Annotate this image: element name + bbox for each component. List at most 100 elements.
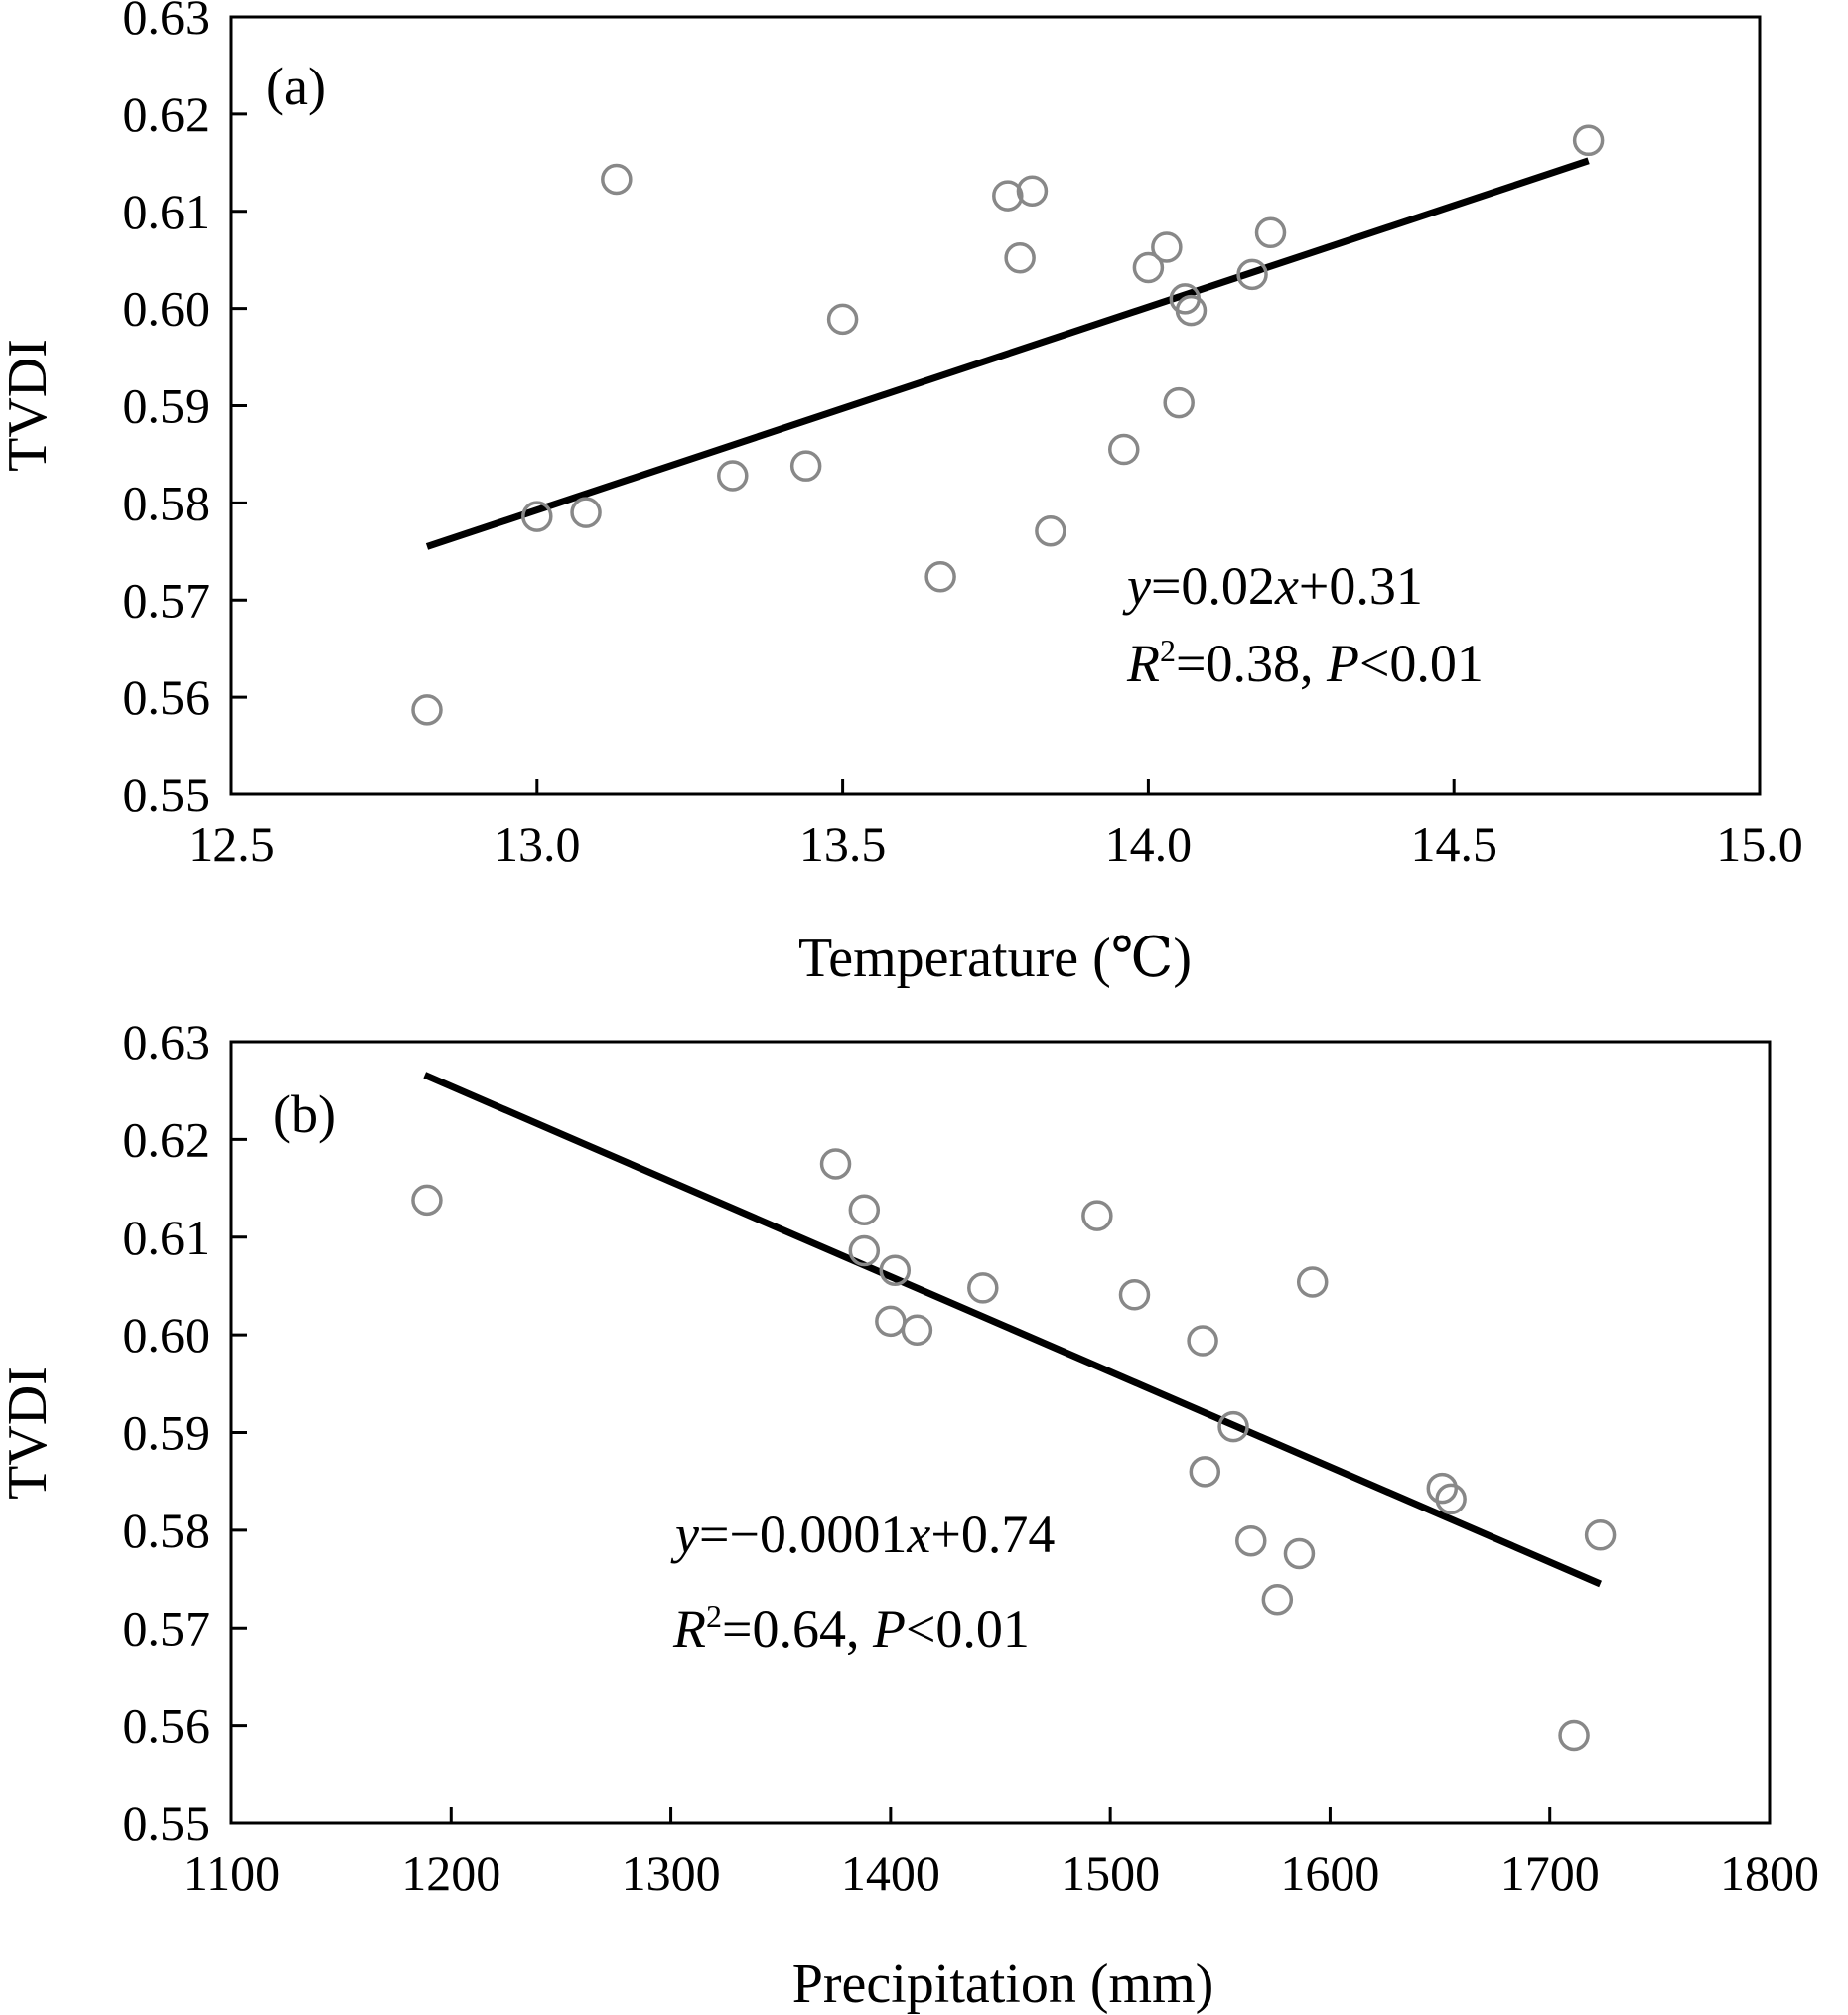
stat-r-eq: =0.64, [722, 1599, 873, 1658]
y-tick-label-b: 0.59 [123, 1405, 211, 1461]
data-point-b [1296, 1266, 1329, 1298]
y-tick-label-b: 0.58 [123, 1503, 211, 1558]
data-point-a [570, 497, 602, 528]
y-tick-label-b: 0.60 [123, 1307, 211, 1363]
y-tick-label-a: 0.58 [123, 475, 211, 530]
data-point-b [1217, 1410, 1249, 1443]
x-tick-label-b: 1400 [841, 1845, 940, 1901]
data-point-b [1118, 1279, 1151, 1311]
y-tick-label-b: 0.57 [123, 1600, 211, 1655]
data-point-a [992, 180, 1024, 212]
data-point-a [601, 163, 633, 196]
stats-line-b: R2=0.64, P<0.01 [672, 1598, 1030, 1658]
equation-line-b: y=−0.0001x+0.74 [670, 1505, 1055, 1564]
y-tick-label-a: 0.56 [123, 669, 211, 725]
data-point-b [901, 1314, 933, 1346]
data-point-b [1189, 1456, 1221, 1488]
x-tick-label-a: 12.5 [188, 816, 275, 872]
x-tick-label-b: 1300 [622, 1845, 721, 1901]
stat-r-sup: 2 [1160, 633, 1176, 668]
panel-label-a: (a) [266, 57, 326, 116]
x-ticks-b: 1100 1200 1300 1400 1500 1600 1700 1800 [183, 1807, 1819, 1901]
y-tick-label-a: 0.63 [123, 0, 211, 45]
data-point-b [411, 1184, 443, 1217]
data-point-a [1016, 175, 1049, 207]
y-axis-label-a: TVDI [0, 339, 59, 472]
data-point-a [1254, 216, 1287, 249]
y-tick-label-b: 0.63 [123, 1014, 211, 1070]
panel-a: (a) 12.5 13.0 13.5 14.0 14.5 15.0 0.550.560.5… [0, 0, 1803, 989]
y-tick-label-a: 0.57 [123, 572, 211, 628]
data-point-a [826, 303, 859, 336]
stat-p-eq: <0.01 [1359, 634, 1484, 693]
y-tick-label-b: 0.61 [123, 1210, 211, 1265]
x-tick-label-b: 1600 [1280, 1845, 1379, 1901]
stat-r-sup: 2 [706, 1598, 722, 1634]
x-tick-label-a: 13.5 [799, 816, 887, 872]
data-point-a [1004, 241, 1036, 274]
data-point-a [1236, 258, 1268, 291]
data-point-a [521, 501, 553, 532]
y-ticks-b: 0.55 0.56 0.57 0.58 0.59 0.60 0.61 0.62 0.63 [123, 1014, 247, 1851]
stats-line-a: R2=0.38, P<0.01 [1126, 633, 1484, 693]
x-tick-label-b: 1700 [1500, 1845, 1600, 1901]
y-tick-label-a: 0.55 [123, 767, 211, 822]
data-point-b [1558, 1719, 1590, 1752]
data-point-b [1283, 1537, 1316, 1570]
x-tick-label-a: 14.0 [1105, 816, 1193, 872]
y-axis-label-b: TVDI [0, 1367, 59, 1500]
eq-part-2: +0.31 [1299, 556, 1423, 616]
data-point-b [1187, 1325, 1218, 1357]
data-points-a [411, 124, 1605, 726]
eq-part-1: =−0.0001 [699, 1505, 907, 1564]
y-tick-label-a: 0.59 [123, 378, 211, 434]
y-tick-label-a: 0.61 [123, 184, 211, 239]
data-point-a [717, 460, 749, 492]
data-point-b [1435, 1483, 1467, 1515]
x-axis-label-b: Precipitation (mm) [792, 1953, 1214, 2015]
x-tick-label-b: 1800 [1720, 1845, 1819, 1901]
data-point-b [1261, 1583, 1294, 1616]
stat-r-eq: =0.38, [1176, 634, 1327, 693]
stat-p-var: P [872, 1599, 906, 1658]
eq-y-var: y [1122, 556, 1151, 616]
x-tick-label-b: 1200 [401, 1845, 500, 1901]
eq-y-var: y [670, 1505, 699, 1564]
eq-x-var: x [1274, 556, 1299, 616]
data-point-b [848, 1194, 881, 1225]
data-point-a [1108, 433, 1140, 466]
x-tick-label-a: 15.0 [1716, 816, 1803, 872]
data-point-b [879, 1254, 912, 1286]
stat-p-var: P [1326, 634, 1359, 693]
data-point-b [1081, 1200, 1113, 1231]
panel-b: (b) 1100 1200 1300 1400 1500 1600 1700 1800 0.5… [0, 1014, 1819, 2015]
data-point-b [819, 1148, 852, 1180]
equation-line-a: y=0.02x+0.31 [1122, 556, 1423, 616]
panel-label-b: (b) [273, 1084, 336, 1144]
eq-part-1: =0.02 [1151, 556, 1275, 616]
x-tick-label-b: 1500 [1061, 1845, 1160, 1901]
data-point-a [1035, 515, 1066, 547]
x-axis-label-a: Temperature (℃) [798, 928, 1192, 989]
plot-frame-a [229, 15, 1762, 796]
data-point-a [1175, 294, 1208, 327]
x-ticks-a: 12.5 13.0 13.5 14.0 14.5 15.0 [188, 779, 1803, 872]
eq-part-2: +0.74 [930, 1505, 1055, 1564]
eq-x-var: x [906, 1505, 930, 1564]
data-point-b [875, 1305, 907, 1338]
data-point-a [1572, 124, 1605, 157]
y-tick-label-a: 0.62 [123, 86, 211, 142]
data-point-b [848, 1234, 881, 1267]
regression-line-b [423, 1072, 1603, 1588]
x-tick-label-b: 1100 [183, 1845, 280, 1901]
data-point-a [924, 561, 956, 593]
y-ticks-a: 0.55 0.56 0.57 0.58 0.59 0.60 0.61 0.62 0.63 [123, 0, 247, 822]
data-point-a [1151, 231, 1183, 263]
y-tick-label-b: 0.55 [123, 1796, 211, 1851]
data-point-b [1235, 1524, 1267, 1557]
data-point-a [1163, 386, 1195, 419]
data-point-b [1584, 1519, 1617, 1551]
data-point-b [1426, 1472, 1459, 1505]
stat-r-var: R [1126, 634, 1160, 693]
